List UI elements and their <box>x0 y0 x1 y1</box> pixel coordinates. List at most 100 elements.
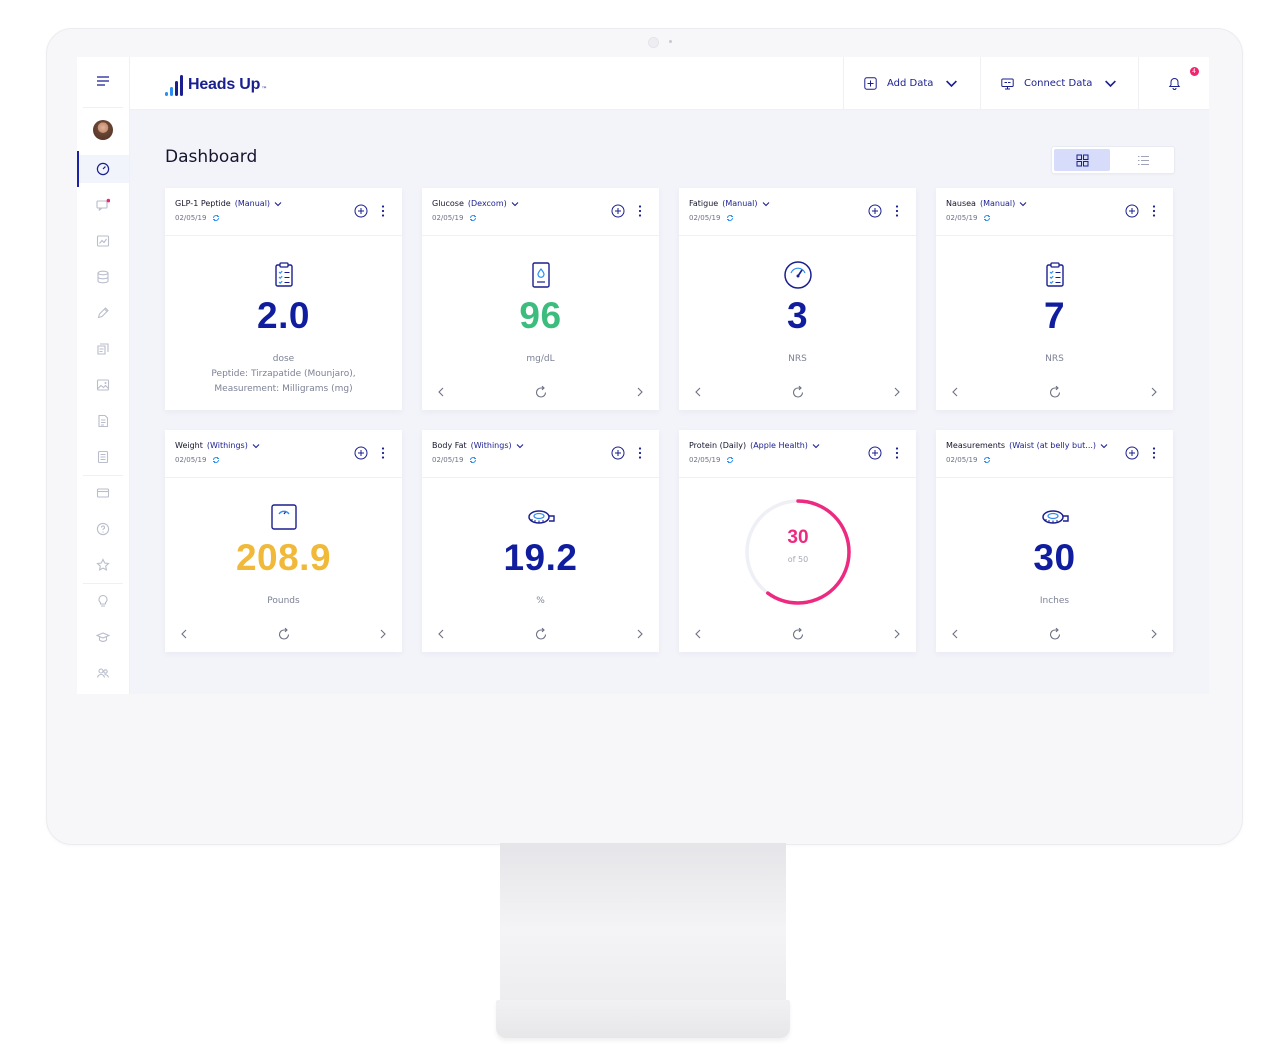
chevron-left-icon[interactable] <box>433 384 449 400</box>
sync-icon[interactable] <box>726 456 734 464</box>
menu-button[interactable] <box>77 67 129 95</box>
add-entry-icon[interactable] <box>1125 446 1139 460</box>
sidebar-item-tips[interactable] <box>77 587 129 615</box>
metric-selector[interactable]: Nausea (Manual) <box>946 199 1027 208</box>
metric-card-fatigue: Fatigue (Manual) 02/05/19 3 NRS <box>679 188 916 410</box>
metric-value: 19.2 <box>503 537 578 578</box>
chevron-right-icon[interactable] <box>889 626 905 642</box>
refresh-icon[interactable] <box>790 384 806 400</box>
chevron-down-icon <box>946 79 958 87</box>
chevron-right-icon[interactable] <box>1146 384 1162 400</box>
app-logo[interactable]: Heads Up ™ <box>165 70 267 96</box>
webcam <box>648 37 659 48</box>
metric-selector[interactable]: Weight (Withings) <box>175 441 260 450</box>
chevron-left-icon[interactable] <box>947 626 963 642</box>
add-data-button[interactable]: Add Data <box>864 76 968 90</box>
sync-icon[interactable] <box>983 456 991 464</box>
metric-selector[interactable]: Glucose (Dexcom) <box>432 199 519 208</box>
chevron-right-icon[interactable] <box>1146 626 1162 642</box>
add-entry-icon[interactable] <box>1125 204 1139 218</box>
scale-icon <box>271 504 297 530</box>
chevron-left-icon[interactable] <box>947 384 963 400</box>
notifications-button[interactable]: 4 <box>1149 57 1201 109</box>
metric-source: (Apple Health) <box>750 441 808 450</box>
metric-selector[interactable]: GLP-1 Peptide (Manual) <box>175 199 282 208</box>
more-options-icon[interactable] <box>1150 204 1158 218</box>
chevron-left-icon[interactable] <box>433 626 449 642</box>
avatar[interactable] <box>93 120 113 140</box>
sidebar-item-billing[interactable] <box>77 479 129 507</box>
sidebar-item-community[interactable] <box>77 659 129 687</box>
more-options-icon[interactable] <box>893 446 901 460</box>
metric-selector[interactable]: Fatigue (Manual) <box>689 199 770 208</box>
more-options-icon[interactable] <box>636 446 644 460</box>
metric-detail-line: Measurement: Milligrams (mg) <box>214 384 353 394</box>
add-entry-icon[interactable] <box>868 204 882 218</box>
sidebar-item-edit[interactable] <box>77 299 129 327</box>
progress-ring-arc <box>745 499 851 605</box>
refresh-icon[interactable] <box>533 384 549 400</box>
connect-data-button[interactable]: Connect Data <box>1001 77 1127 90</box>
card-footer <box>936 625 1173 643</box>
more-options-icon[interactable] <box>379 204 387 218</box>
sync-icon[interactable] <box>212 456 220 464</box>
card-footer <box>165 625 402 643</box>
chevron-right-icon[interactable] <box>375 626 391 642</box>
chevron-right-icon[interactable] <box>889 384 905 400</box>
chevron-right-icon[interactable] <box>632 626 648 642</box>
tape-measure-icon <box>528 510 555 524</box>
chart-icon <box>96 235 110 247</box>
more-options-icon[interactable] <box>1150 446 1158 460</box>
sidebar-item-dashboard[interactable] <box>77 151 129 187</box>
sync-icon[interactable] <box>983 214 991 222</box>
refresh-icon[interactable] <box>790 626 806 642</box>
metric-selector[interactable]: Protein (Daily) (Apple Health) <box>689 441 820 450</box>
metric-unit: % <box>536 596 545 606</box>
refresh-icon[interactable] <box>1047 626 1063 642</box>
metric-selector[interactable]: Measurements (Waist (at belly but...) <box>946 441 1108 450</box>
more-options-icon[interactable] <box>379 446 387 460</box>
sidebar-item-data[interactable] <box>77 263 129 291</box>
chevron-left-icon[interactable] <box>690 626 706 642</box>
sidebar-item-favorites[interactable] <box>77 551 129 579</box>
chevron-down-icon <box>762 201 769 206</box>
sidebar-item-education[interactable] <box>77 623 129 651</box>
card-header: Measurements (Waist (at belly but...) 02/… <box>936 430 1173 478</box>
messages-icon <box>96 198 110 211</box>
grid-view-button[interactable] <box>1054 149 1110 171</box>
card-footer <box>679 625 916 643</box>
sidebar-item-documents[interactable] <box>77 407 129 435</box>
refresh-icon[interactable] <box>276 626 292 642</box>
chevron-right-icon[interactable] <box>632 384 648 400</box>
sidebar-item-reports[interactable] <box>77 443 129 471</box>
metric-card-glucose: Glucose (Dexcom) 02/05/19 96 mg/dL <box>422 188 659 410</box>
card-icon <box>96 488 110 498</box>
chevron-left-icon[interactable] <box>176 626 192 642</box>
add-entry-icon[interactable] <box>354 204 368 218</box>
more-options-icon[interactable] <box>636 204 644 218</box>
add-entry-icon[interactable] <box>354 446 368 460</box>
refresh-icon[interactable] <box>533 626 549 642</box>
more-options-icon[interactable] <box>893 204 901 218</box>
sidebar-item-charts[interactable] <box>77 227 129 255</box>
add-entry-icon[interactable] <box>868 446 882 460</box>
card-header: Glucose (Dexcom) 02/05/19 <box>422 188 659 236</box>
sidebar-item-notes[interactable] <box>77 335 129 363</box>
metric-card-body-fat: Body Fat (Withings) 02/05/19 19.2 % <box>422 430 659 652</box>
sidebar-item-messages[interactable] <box>77 191 129 219</box>
sync-icon[interactable] <box>726 214 734 222</box>
sync-icon[interactable] <box>469 456 477 464</box>
refresh-icon[interactable] <box>1047 384 1063 400</box>
list-view-button[interactable] <box>1114 149 1172 171</box>
sidebar-item-help[interactable] <box>77 515 129 543</box>
sync-icon[interactable] <box>212 214 220 222</box>
add-entry-icon[interactable] <box>611 204 625 218</box>
metric-selector[interactable]: Body Fat (Withings) <box>432 441 524 450</box>
top-bar: Heads Up ™ Add Data Connect Data 4 <box>130 57 1209 110</box>
sidebar-item-media[interactable] <box>77 371 129 399</box>
add-entry-icon[interactable] <box>611 446 625 460</box>
metric-title: Measurements <box>946 441 1006 450</box>
sync-icon[interactable] <box>469 214 477 222</box>
chevron-left-icon[interactable] <box>690 384 706 400</box>
view-toggle <box>1051 146 1175 174</box>
